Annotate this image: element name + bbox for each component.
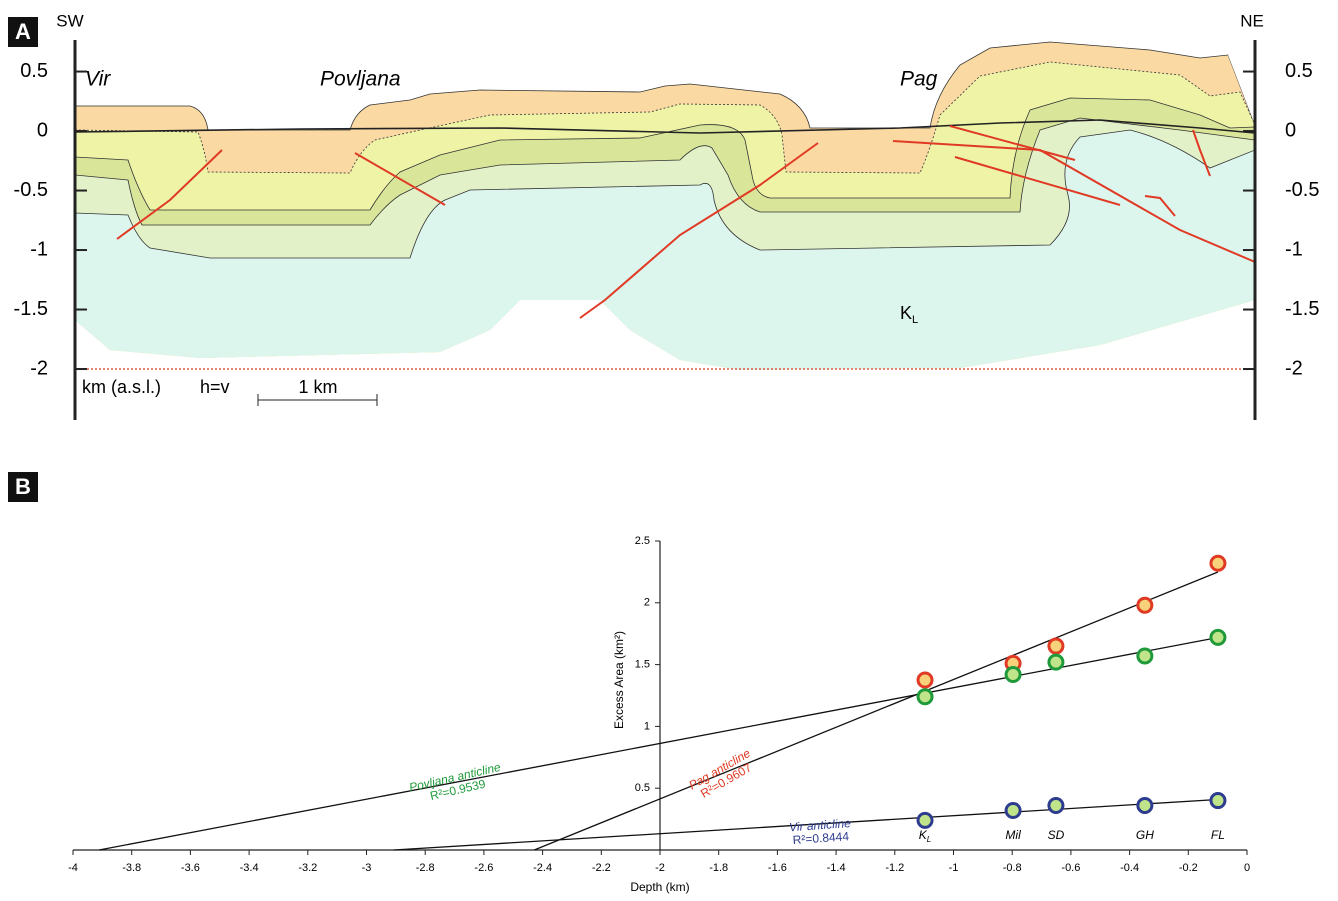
trend-line <box>98 636 1219 851</box>
place-label: Vir <box>85 68 111 91</box>
y-tick-label: -0.5 <box>14 179 48 201</box>
horizon-label: FL <box>1211 828 1225 842</box>
x-tick-label: -2.2 <box>592 862 611 874</box>
axis-label: km (a.s.l.) <box>82 377 161 397</box>
background <box>1228 52 1255 125</box>
place-label: Povljana <box>320 68 401 91</box>
y-tick-label: -1 <box>30 238 48 260</box>
y-tick-label: -1 <box>1285 238 1303 260</box>
cross-section <box>75 41 1255 370</box>
x-tick-label: -1.6 <box>768 862 787 874</box>
place-label: Pag <box>900 68 938 91</box>
horizon-label: KL <box>919 828 931 844</box>
x-tick-label: -1 <box>949 862 959 874</box>
x-tick-label: -3.4 <box>240 862 259 874</box>
y-tick-label: 1 <box>644 720 650 732</box>
point <box>1209 628 1227 646</box>
x-tick-label: -1.8 <box>709 862 728 874</box>
trend-line <box>534 571 1219 851</box>
x-tick-label: -2.8 <box>416 862 435 874</box>
horizon-label: GH <box>1136 828 1154 842</box>
scale-bar-label: 1 km <box>298 377 337 397</box>
x-tick-label: -2.4 <box>533 862 552 874</box>
x-tick-label: -2.6 <box>474 862 493 874</box>
x-tick-label: -2 <box>655 862 665 874</box>
x-tick-label: -0.6 <box>1061 862 1080 874</box>
panel-label: A <box>15 19 31 44</box>
scale-bar <box>257 394 378 406</box>
y-tick-label: -2 <box>1285 357 1303 379</box>
point <box>1136 647 1154 665</box>
x-tick-label: -3.2 <box>298 862 317 874</box>
x-tick-label: -0.8 <box>1003 862 1022 874</box>
point <box>1209 792 1227 810</box>
x-tick-label: -3 <box>362 862 372 874</box>
point <box>916 811 934 829</box>
panel-label: B <box>15 474 31 499</box>
x-tick-label: -3.8 <box>122 862 141 874</box>
x-tick-label: -4 <box>68 862 78 874</box>
y-tick-label: -0.5 <box>1285 179 1319 201</box>
y-tick-label: 1.5 <box>635 659 650 671</box>
unit-label: KL <box>900 303 918 326</box>
point <box>1136 797 1154 815</box>
y-tick-label: 2.5 <box>635 535 650 547</box>
point <box>1047 637 1065 655</box>
x-tick-label: -1.2 <box>885 862 904 874</box>
x-tick-label: 0 <box>1244 862 1250 874</box>
faults <box>116 125 1256 319</box>
y-tick-label: 0 <box>37 119 48 141</box>
y-tick-label: -1.5 <box>1285 298 1319 320</box>
point <box>1047 797 1065 815</box>
horizon-label: SD <box>1048 828 1065 842</box>
point <box>1209 554 1227 572</box>
point <box>1047 653 1065 671</box>
point <box>1136 596 1154 614</box>
horizon-label-text: Mil <box>1005 828 1021 842</box>
y-tick-label: -2 <box>30 357 48 379</box>
series-name: Vir anticline <box>789 816 852 834</box>
y-axis-title: Excess Area (km²) <box>612 631 626 729</box>
horizon-label: Mil <box>1005 828 1021 842</box>
trend-line <box>393 798 1218 851</box>
point <box>916 671 934 689</box>
x-tick-label: -0.2 <box>1179 862 1198 874</box>
y-tick-label: 0.5 <box>1285 60 1313 82</box>
topography <box>74 119 1256 134</box>
panel-badge <box>8 17 38 47</box>
horizon-label-text: GH <box>1136 828 1154 842</box>
end-label: SW <box>56 11 83 30</box>
x-tick-label: -0.4 <box>1120 862 1139 874</box>
y-tick-label: 0 <box>1285 119 1296 141</box>
y-tick-label: -1.5 <box>14 298 48 320</box>
y-tick-label: 2 <box>644 597 650 609</box>
horizon-label-text: FL <box>1211 828 1225 842</box>
point <box>1004 801 1022 819</box>
panel-badge <box>8 472 38 502</box>
horizon-label-sub: L <box>927 835 931 844</box>
end-label: NE <box>1240 11 1264 30</box>
x-tick-label: -1.4 <box>827 862 846 874</box>
r2-label: R²=0.8444 <box>792 829 850 847</box>
point <box>916 688 934 706</box>
horizon-label-text: SD <box>1048 828 1065 842</box>
y-tick-label: 0.5 <box>635 782 650 794</box>
point <box>1004 665 1022 683</box>
y-tick-label: 0.5 <box>20 60 48 82</box>
ratio-label: h=v <box>200 377 230 397</box>
x-tick-label: -3.6 <box>181 862 200 874</box>
horizon-label-text: K <box>919 828 928 842</box>
x-axis-title: Depth (km) <box>630 880 689 894</box>
